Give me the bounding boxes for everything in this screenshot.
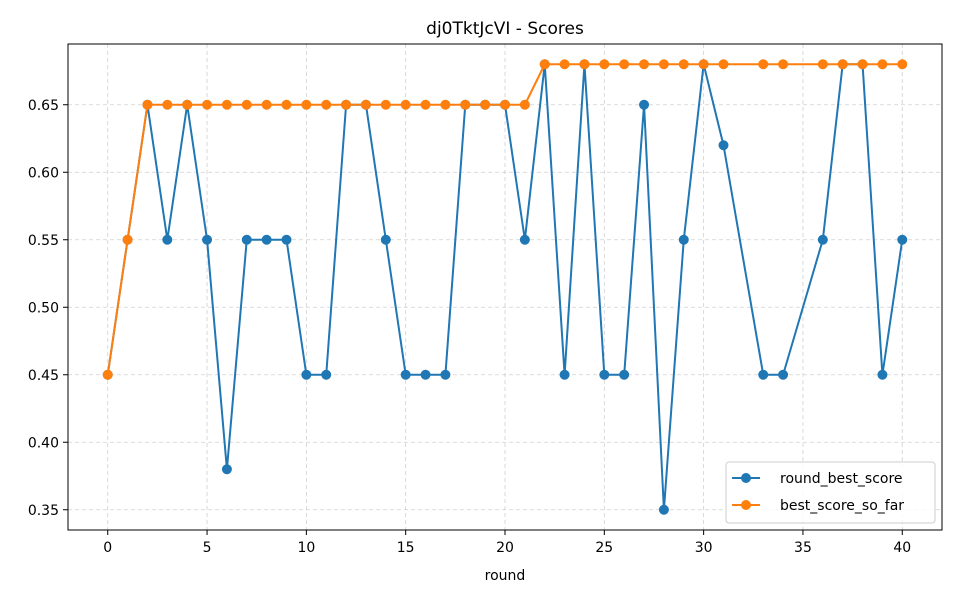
data-point-round-best-score (897, 234, 908, 245)
data-point-best-score-so-far (678, 59, 689, 70)
data-point-round-best-score (380, 234, 391, 245)
data-point-best-score-so-far (460, 99, 471, 110)
y-tick-label: 0.55 (28, 233, 59, 249)
x-tick-label: 40 (893, 540, 911, 556)
x-tick-label: 25 (595, 540, 613, 556)
data-point-round-best-score (758, 369, 769, 380)
data-point-round-best-score (241, 234, 252, 245)
data-point-best-score-so-far (360, 99, 371, 110)
x-tick-label: 0 (103, 540, 112, 556)
series-layer (102, 59, 908, 515)
y-axis-ticks: 0.35 0.40 0.45 0.50 0.55 0.60 0.65 (28, 98, 68, 519)
data-point-round-best-score (420, 369, 431, 380)
data-point-best-score-so-far (301, 99, 312, 110)
data-point-round-best-score (321, 369, 332, 380)
legend-label-best-score-so-far: best_score_so_far (780, 498, 904, 514)
data-point-best-score-so-far (837, 59, 848, 70)
data-point-best-score-so-far (559, 59, 570, 70)
x-tick-label: 15 (397, 540, 415, 556)
data-point-best-score-so-far (440, 99, 451, 110)
data-point-best-score-so-far (400, 99, 411, 110)
data-point-best-score-so-far (639, 59, 650, 70)
data-point-best-score-so-far (519, 99, 530, 110)
data-point-round-best-score (619, 369, 630, 380)
legend-label-round-best-score: round_best_score (780, 471, 903, 487)
data-point-best-score-so-far (480, 99, 491, 110)
data-point-best-score-so-far (261, 99, 272, 110)
data-point-best-score-so-far (341, 99, 352, 110)
data-point-best-score-so-far (182, 99, 193, 110)
x-axis-label: round (485, 568, 526, 584)
data-point-round-best-score (400, 369, 411, 380)
data-point-best-score-so-far (579, 59, 590, 70)
data-point-best-score-so-far (241, 99, 252, 110)
y-tick-label: 0.45 (28, 368, 59, 384)
data-point-best-score-so-far (281, 99, 292, 110)
y-tick-label: 0.60 (28, 165, 59, 181)
data-point-best-score-so-far (817, 59, 828, 70)
data-point-round-best-score (599, 369, 610, 380)
y-tick-label: 0.35 (28, 503, 59, 519)
grid (68, 44, 942, 530)
data-point-round-best-score (440, 369, 451, 380)
y-tick-label: 0.40 (28, 435, 59, 451)
data-point-round-best-score (778, 369, 789, 380)
x-tick-label: 30 (695, 540, 713, 556)
data-point-round-best-score (301, 369, 312, 380)
data-point-best-score-so-far (877, 59, 888, 70)
data-point-best-score-so-far (778, 59, 789, 70)
chart-title: dj0TktJcVI - Scores (426, 19, 584, 39)
data-point-best-score-so-far (658, 59, 669, 70)
y-tick-label: 0.50 (28, 300, 59, 316)
x-tick-label: 10 (297, 540, 315, 556)
data-point-round-best-score (261, 234, 272, 245)
data-point-round-best-score (221, 464, 232, 475)
data-point-round-best-score (202, 234, 213, 245)
data-point-best-score-so-far (897, 59, 908, 70)
data-point-best-score-so-far (122, 234, 133, 245)
data-point-best-score-so-far (162, 99, 173, 110)
data-point-best-score-so-far (321, 99, 332, 110)
legend-marker-round-best-score (741, 473, 751, 483)
x-tick-label: 5 (203, 540, 212, 556)
data-point-best-score-so-far (619, 59, 630, 70)
legend-marker-best-score-so-far (741, 500, 751, 510)
data-point-best-score-so-far (102, 369, 113, 380)
x-axis-ticks: 0 5 10 15 20 25 30 35 40 (103, 530, 911, 556)
data-point-best-score-so-far (599, 59, 610, 70)
data-point-round-best-score (281, 234, 292, 245)
data-point-best-score-so-far (539, 59, 550, 70)
data-point-best-score-so-far (500, 99, 510, 110)
data-point-round-best-score (162, 234, 173, 245)
data-point-round-best-score (559, 369, 570, 380)
data-point-best-score-so-far (221, 99, 232, 110)
data-point-round-best-score (718, 140, 729, 151)
data-point-round-best-score (678, 234, 689, 245)
y-tick-label: 0.65 (28, 98, 59, 114)
x-tick-label: 20 (496, 540, 514, 556)
series-best-score-so-far (102, 59, 908, 380)
data-point-round-best-score (817, 234, 828, 245)
data-point-best-score-so-far (718, 59, 729, 70)
legend: round_best_score best_score_so_far (725, 461, 936, 524)
data-point-best-score-so-far (420, 99, 431, 110)
data-point-best-score-so-far (698, 59, 709, 70)
legend-frame (725, 461, 936, 524)
data-point-best-score-so-far (380, 99, 391, 110)
data-point-round-best-score (877, 369, 888, 380)
data-point-round-best-score (639, 99, 650, 110)
data-point-best-score-so-far (758, 59, 769, 70)
data-point-best-score-so-far (202, 99, 213, 110)
data-point-round-best-score (658, 504, 669, 515)
x-tick-label: 35 (794, 540, 812, 556)
data-point-round-best-score (519, 234, 530, 245)
data-point-best-score-so-far (142, 99, 153, 110)
data-point-best-score-so-far (857, 59, 868, 70)
